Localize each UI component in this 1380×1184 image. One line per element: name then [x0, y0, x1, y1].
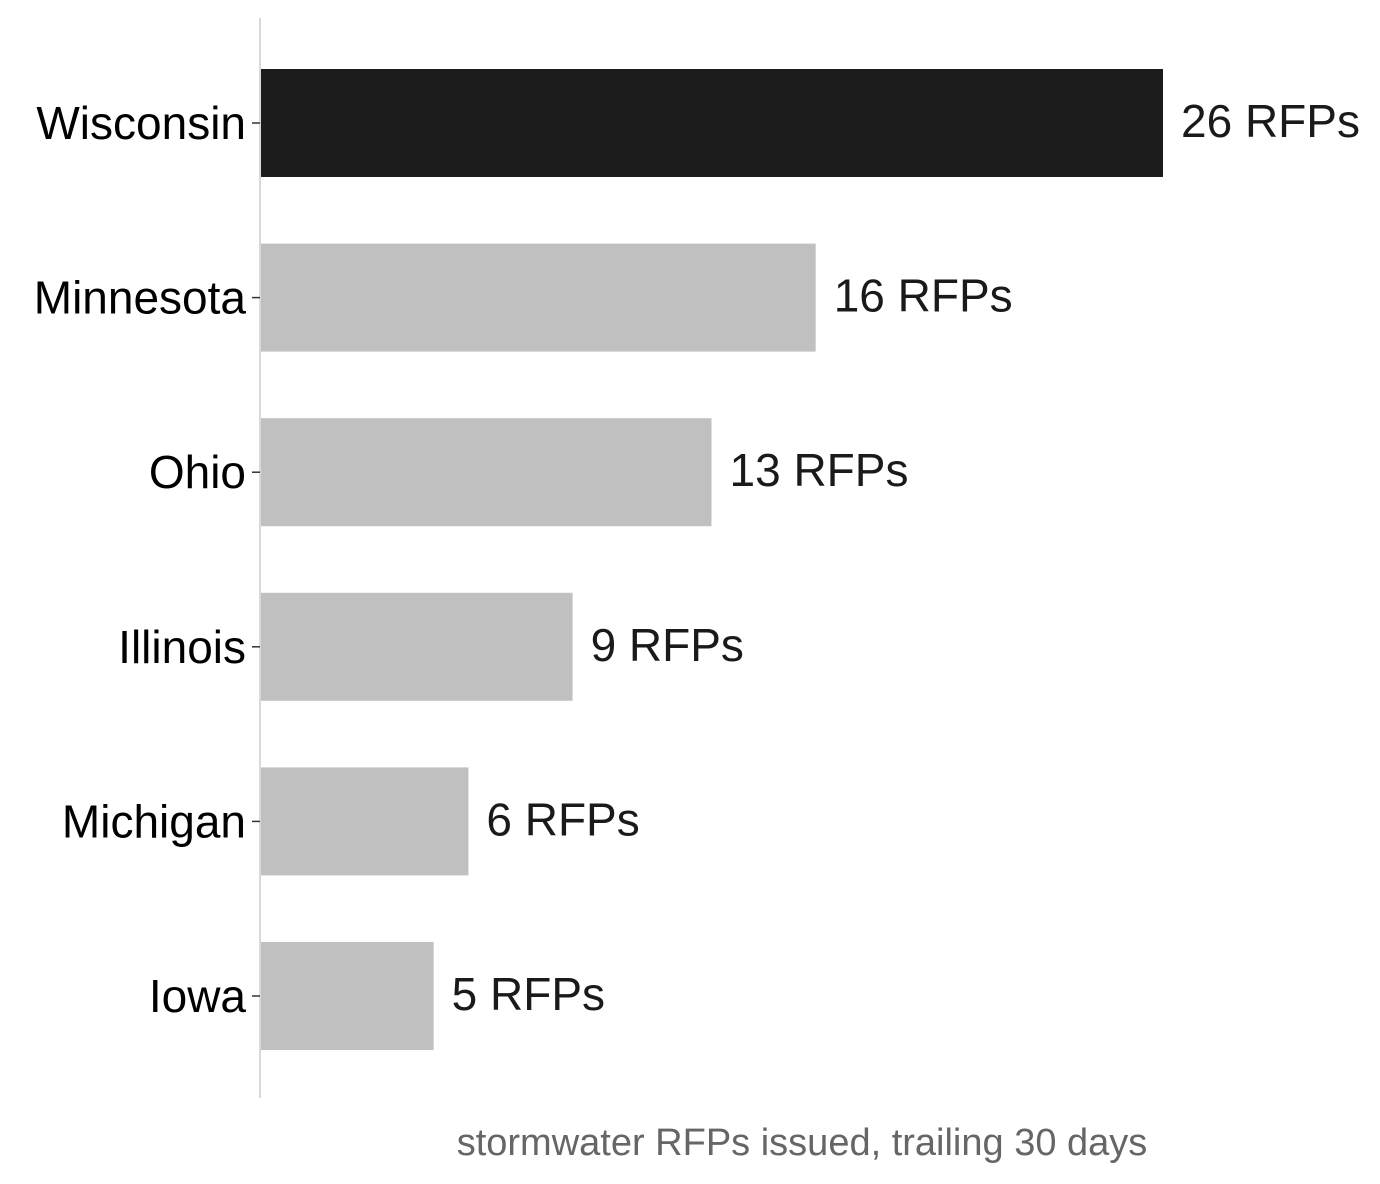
value-label: 16 RFPs	[834, 270, 1013, 322]
category-label: Michigan	[62, 795, 246, 847]
value-label: 26 RFPs	[1181, 95, 1360, 147]
category-label: Minnesota	[34, 272, 247, 324]
bar-group-wisconsin: Wisconsin 26 RFPs	[36, 69, 1360, 177]
bar-group-minnesota: Minnesota 16 RFPs	[34, 243, 1013, 352]
bar	[261, 418, 712, 527]
value-label: 5 RFPs	[452, 968, 605, 1020]
value-label: 9 RFPs	[591, 619, 744, 671]
value-label: 13 RFPs	[730, 444, 909, 496]
bar-group-ohio: Ohio 13 RFPs	[149, 418, 909, 527]
value-label: 6 RFPs	[486, 793, 639, 845]
x-axis-label: stormwater RFPs issued, trailing 30 days	[457, 1122, 1148, 1164]
category-label: Iowa	[149, 970, 247, 1022]
bar	[261, 592, 573, 701]
category-label: Wisconsin	[36, 97, 246, 149]
bar-group-michigan: Michigan 6 RFPs	[62, 767, 640, 876]
bar-group-illinois: Illinois 9 RFPs	[118, 592, 744, 701]
bar	[261, 942, 434, 1050]
bar	[261, 767, 469, 876]
category-label: Ohio	[149, 446, 246, 498]
bars-layer: Wisconsin 26 RFPs Minnesota 16 RFPs Ohio 13 R…	[34, 69, 1360, 1050]
bar	[261, 69, 1163, 177]
bar	[261, 243, 816, 352]
bar-group-iowa: Iowa 5 RFPs	[149, 942, 605, 1050]
category-label: Illinois	[118, 621, 246, 673]
